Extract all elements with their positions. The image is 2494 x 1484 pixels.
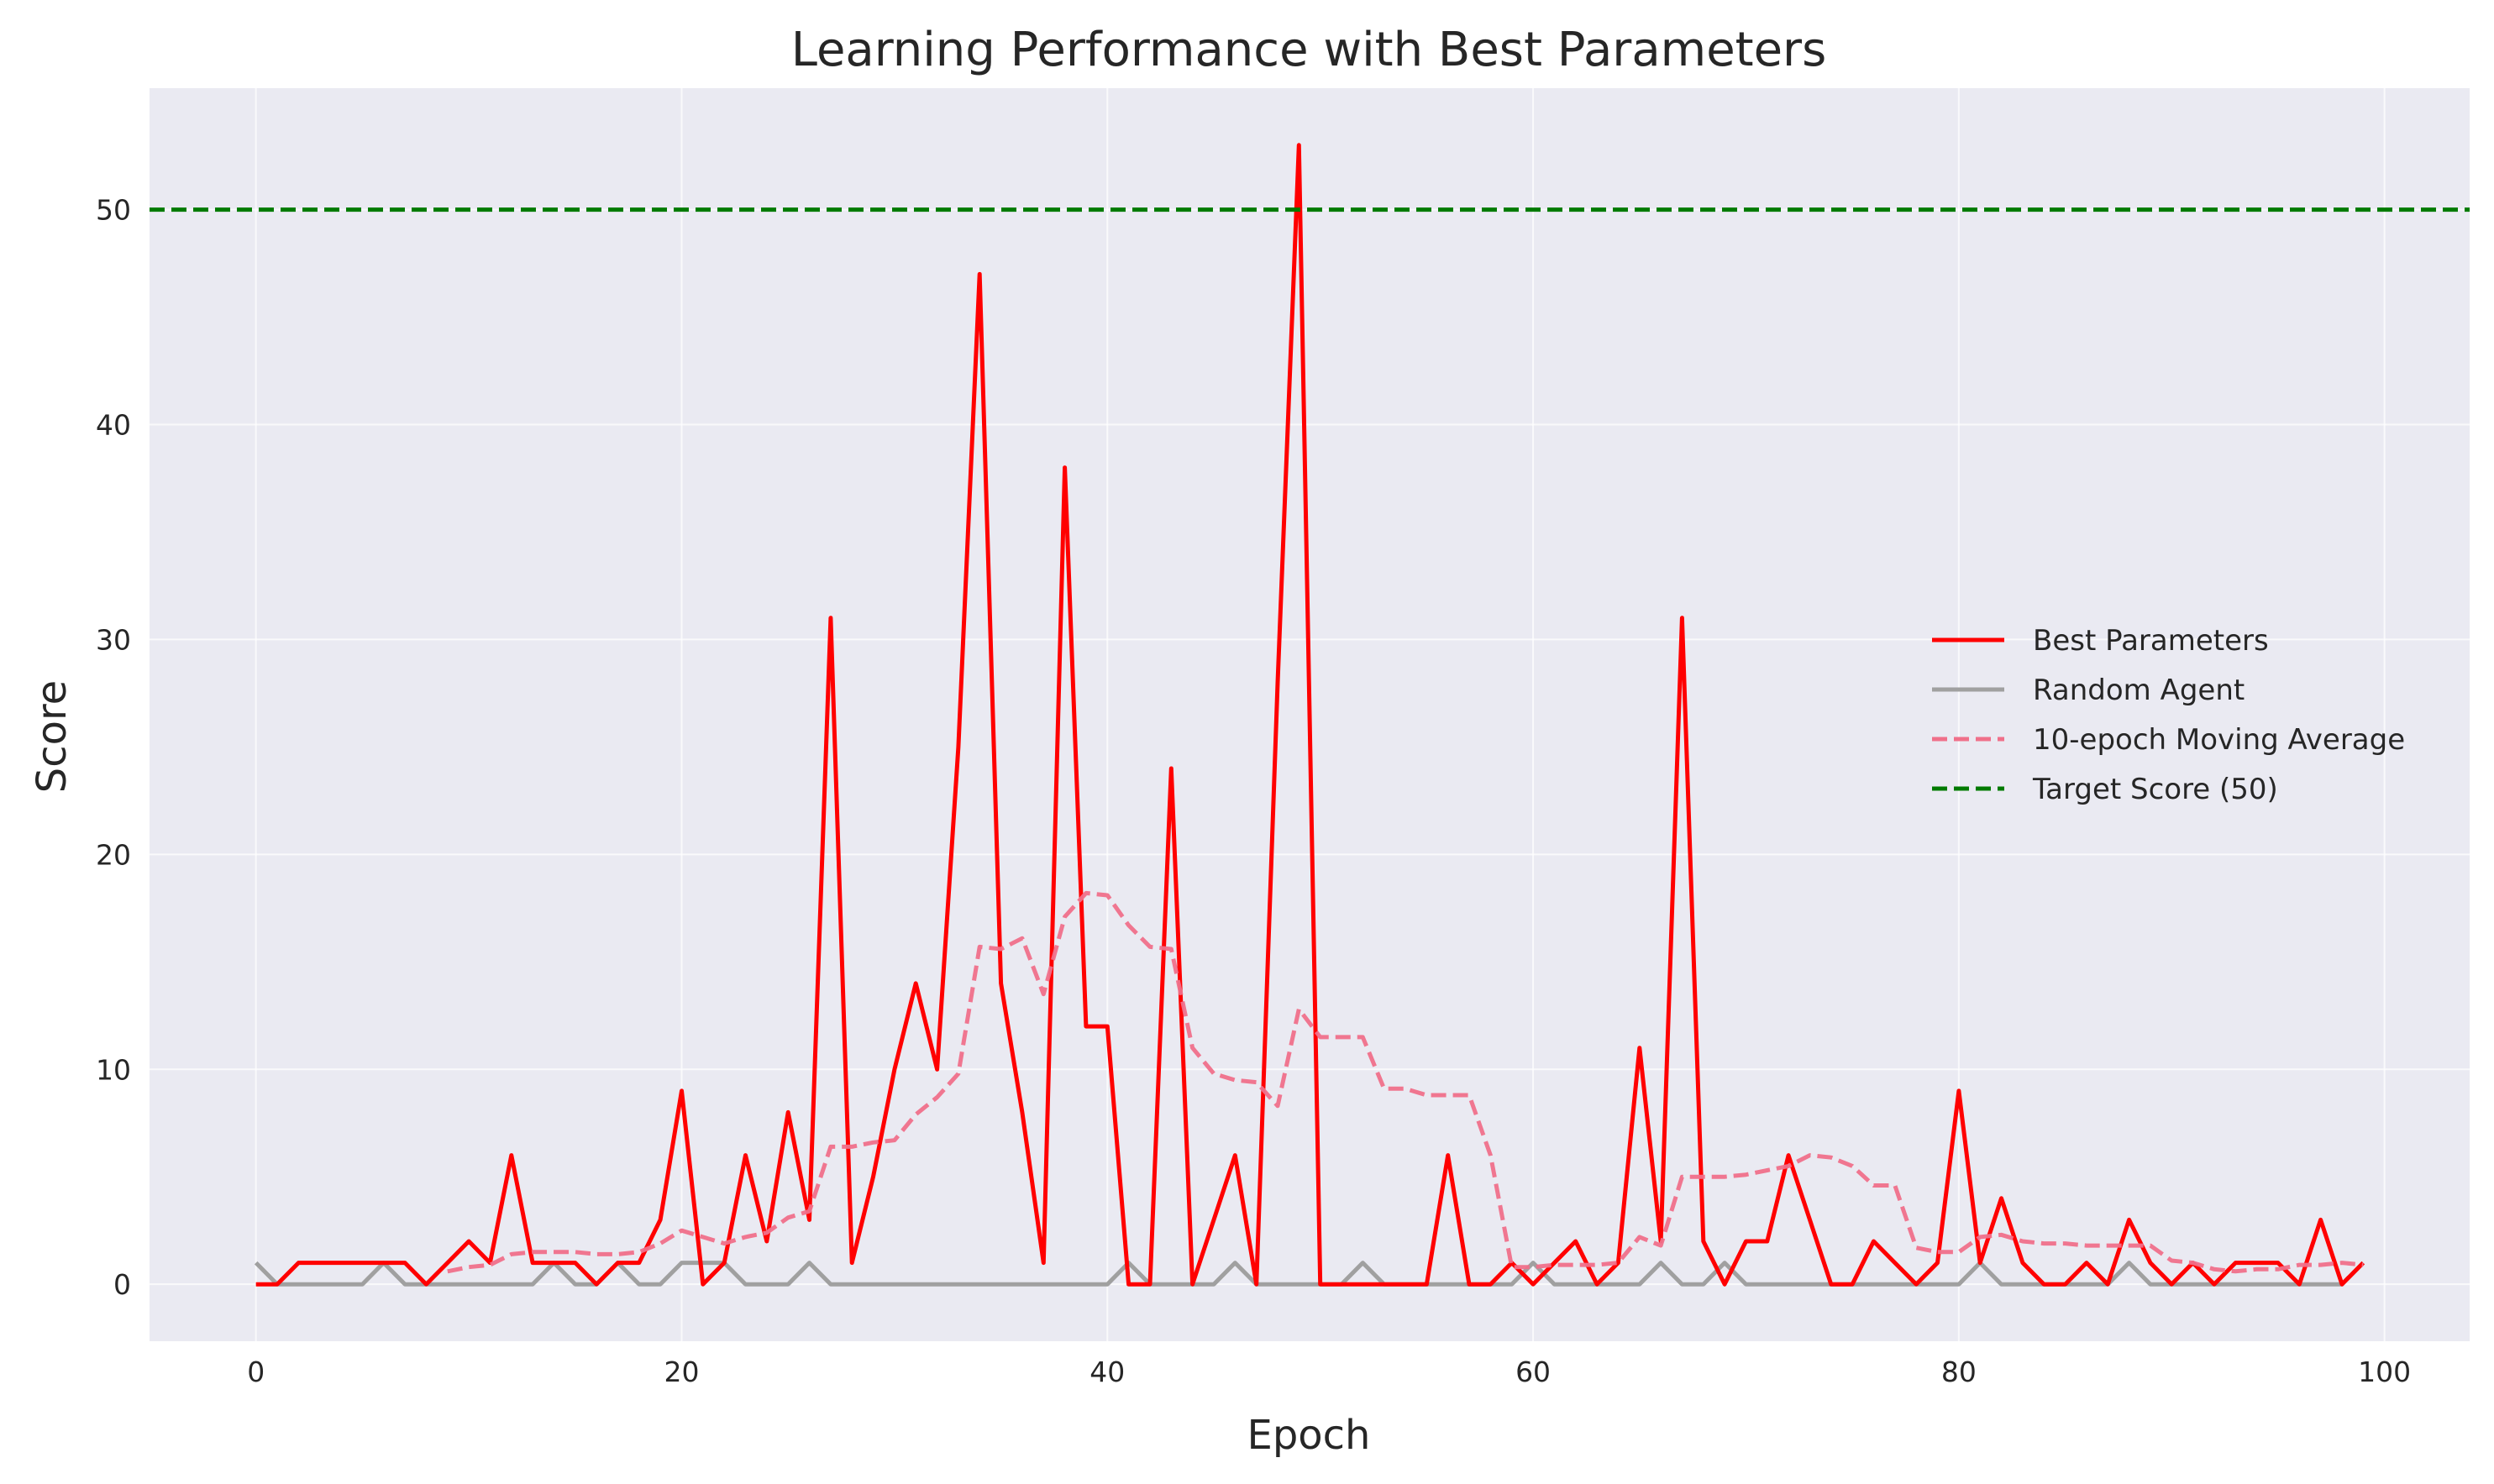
legend-label-random-agent: Random Agent [2033,674,2245,707]
legend-label-best-parameters: Best Parameters [2033,624,2269,658]
series-layer [150,143,2470,1287]
x-tick-label: 80 [1941,1356,1977,1388]
legend: Best Parameters Random Agent 10-epoch Movi… [1932,624,2405,806]
y-axis-label: Score [29,680,76,793]
ticks: 0 20 40 60 80 100 0 10 20 30 40 50 [96,194,2411,1388]
x-tick-label: 100 [2358,1356,2411,1388]
series-10-epoch-moving-average-line [447,890,2364,1274]
y-tick-label: 50 [96,194,131,227]
y-tick-label: 10 [96,1053,131,1086]
x-tick-label: 20 [664,1356,699,1388]
x-tick-label: 40 [1089,1356,1125,1388]
y-tick-label: 30 [96,623,131,656]
y-tick-label: 20 [96,838,131,871]
chart-title: Learning Performance with Best Parameter… [791,23,1827,77]
legend-label-target-score-50: Target Score (50) [2032,773,2278,806]
y-tick-label: 40 [96,409,131,442]
x-tick-label: 60 [1515,1356,1551,1388]
x-tick-label: 0 [247,1356,265,1388]
y-tick-label: 0 [113,1268,131,1301]
x-axis-label: Epoch [1247,1412,1371,1459]
legend-label-10-epoch-moving-average: 10-epoch Moving Average [2033,723,2405,757]
series-best-parameters-line [255,143,2365,1287]
